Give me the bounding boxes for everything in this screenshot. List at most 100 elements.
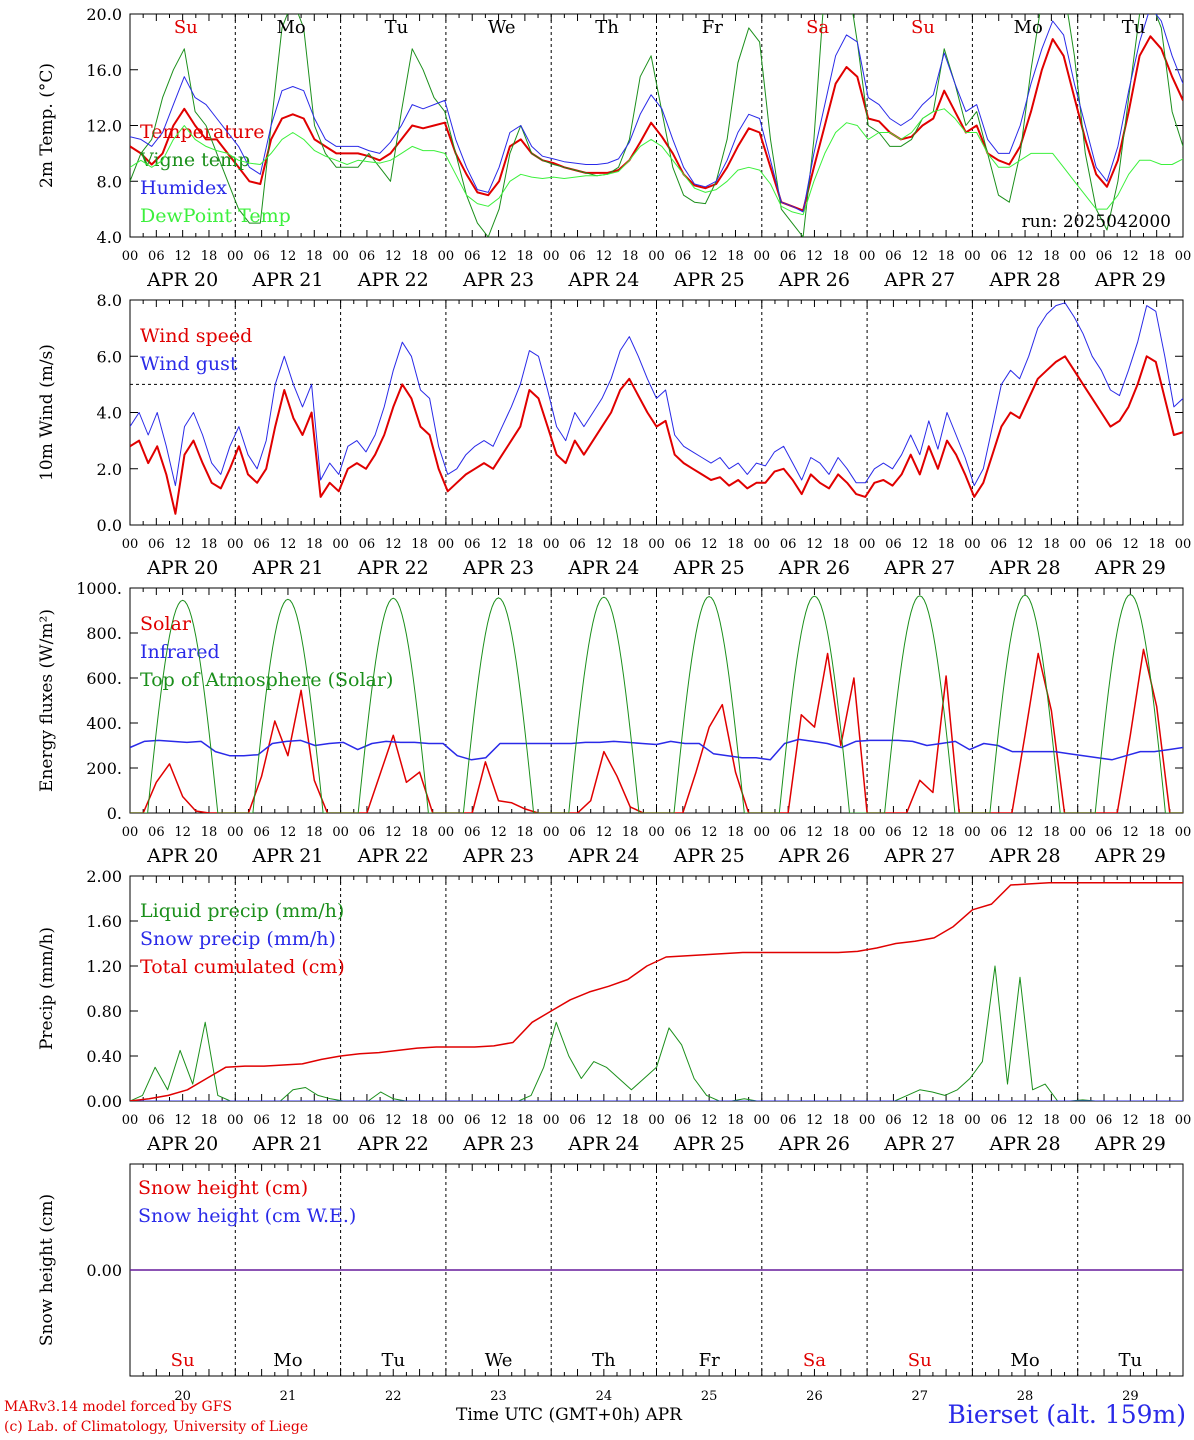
y-axis-label: 10m Wind (m/s) — [37, 344, 57, 481]
hour-label: 12 — [280, 537, 297, 552]
date-label: APR 20 — [146, 269, 218, 291]
hour-label: 06 — [253, 537, 270, 552]
date-label: APR 22 — [357, 269, 429, 291]
y-tick-label: 6.0 — [97, 347, 122, 366]
hour-label: 12 — [174, 537, 191, 552]
legend-entry: Total cumulated (cm) — [140, 956, 345, 978]
hour-label: 12 — [1017, 1113, 1034, 1128]
hour-label: 12 — [385, 537, 402, 552]
hour-label: 06 — [148, 249, 165, 264]
y-axis-label: Energy fluxes (W/m²) — [37, 609, 57, 792]
hour-label: 18 — [306, 249, 323, 264]
hour-label: 18 — [411, 825, 428, 840]
hour-label: 12 — [490, 825, 507, 840]
hour-label: 12 — [280, 1113, 297, 1128]
y-axis-label: Precip (mm/h) — [37, 927, 57, 1050]
legend-entry: Temperature — [140, 121, 264, 143]
y-tick-label: 200. — [86, 759, 122, 778]
y-tick-label: 0.00 — [86, 1092, 122, 1111]
day-name: Mo — [276, 17, 305, 38]
date-label: APR 27 — [883, 269, 955, 291]
y-tick-label: 0.0 — [97, 516, 122, 535]
hour-label: 12 — [701, 825, 718, 840]
y-tick-label: 16.0 — [86, 61, 122, 80]
y-tick-label: 8.0 — [97, 172, 122, 191]
series-line — [130, 108, 1183, 216]
hour-label: 00 — [227, 1113, 244, 1128]
series-line — [130, 14, 1183, 237]
hour-label: 12 — [701, 537, 718, 552]
hour-label: 06 — [990, 1113, 1007, 1128]
hour-label: 00 — [122, 249, 139, 264]
hour-label: 00 — [1175, 249, 1192, 264]
day-number: 28 — [1017, 1389, 1034, 1404]
y-tick-label: 20.0 — [86, 5, 122, 24]
hour-label: 06 — [675, 249, 692, 264]
hour-label: 00 — [332, 1113, 349, 1128]
legend-entry: Snow height (cm W.E.) — [138, 1205, 356, 1227]
hour-label: 12 — [280, 825, 297, 840]
date-label: APR 24 — [567, 557, 639, 579]
date-label: APR 29 — [1094, 557, 1166, 579]
y-tick-label: 0. — [107, 804, 122, 823]
hour-label: 06 — [675, 1113, 692, 1128]
hour-label: 06 — [1096, 1113, 1113, 1128]
hour-label: 12 — [596, 537, 613, 552]
series-line — [130, 14, 1183, 213]
hour-label: 18 — [411, 249, 428, 264]
hour-label: 06 — [569, 1113, 586, 1128]
day-name: Sa — [803, 1350, 826, 1371]
hour-label: 00 — [859, 537, 876, 552]
date-label: APR 24 — [567, 845, 639, 867]
day-name: We — [485, 1350, 513, 1371]
hour-label: 18 — [622, 249, 639, 264]
hour-label: 06 — [1096, 537, 1113, 552]
hour-label: 12 — [596, 1113, 613, 1128]
date-label: APR 20 — [146, 557, 218, 579]
day-name: Su — [174, 17, 198, 38]
hour-label: 18 — [306, 537, 323, 552]
date-label: APR 22 — [357, 1133, 429, 1155]
hour-label: 12 — [1017, 537, 1034, 552]
hour-label: 06 — [569, 249, 586, 264]
date-label: APR 28 — [989, 845, 1061, 867]
hour-label: 18 — [622, 825, 639, 840]
series-line — [130, 648, 1183, 813]
y-tick-label: 1.20 — [86, 957, 122, 976]
y-tick-label: 600. — [86, 669, 122, 688]
date-label: APR 27 — [883, 557, 955, 579]
station-label: Bierset (alt. 159m) — [947, 1400, 1186, 1429]
hour-label: 18 — [1043, 249, 1060, 264]
hour-label: 00 — [964, 1113, 981, 1128]
date-label: APR 26 — [778, 269, 850, 291]
hour-label: 18 — [411, 1113, 428, 1128]
hour-label: 00 — [1069, 1113, 1086, 1128]
date-label: APR 28 — [989, 1133, 1061, 1155]
hour-label: 12 — [1122, 1113, 1139, 1128]
hour-label: 06 — [253, 249, 270, 264]
hour-label: 12 — [701, 249, 718, 264]
hour-label: 00 — [227, 537, 244, 552]
hour-label: 18 — [727, 825, 744, 840]
hour-label: 12 — [385, 1113, 402, 1128]
legend-entry: Infrared — [140, 641, 220, 663]
panel-frame — [129, 13, 1184, 238]
date-label: APR 21 — [251, 269, 323, 291]
date-label: APR 20 — [146, 1133, 218, 1155]
legend-entry: Wind gust — [140, 353, 238, 375]
day-name: Su — [911, 17, 935, 38]
hour-label: 18 — [201, 249, 218, 264]
day-name: Fr — [699, 1350, 720, 1371]
hour-label: 12 — [806, 1113, 823, 1128]
hour-label: 00 — [543, 249, 560, 264]
lab-credit: (c) Lab. of Climatology, University of L… — [4, 1419, 309, 1435]
hour-label: 12 — [280, 249, 297, 264]
y-tick-label: 800. — [86, 624, 122, 643]
hour-label: 06 — [885, 537, 902, 552]
hour-label: 00 — [122, 825, 139, 840]
hour-label: 06 — [569, 537, 586, 552]
hour-label: 18 — [727, 537, 744, 552]
hour-label: 12 — [1122, 249, 1139, 264]
date-label: APR 23 — [462, 845, 534, 867]
day-name: Su — [171, 1350, 195, 1371]
